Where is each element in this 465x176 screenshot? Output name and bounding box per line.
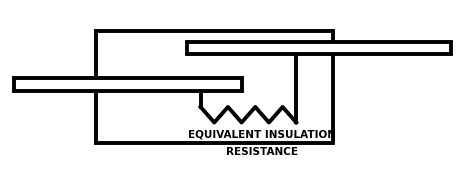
Bar <box>96 31 333 143</box>
Text: EQUIVALENT INSULATION: EQUIVALENT INSULATION <box>188 129 336 139</box>
Bar <box>14 78 242 92</box>
Bar <box>187 42 451 54</box>
Text: RESISTANCE: RESISTANCE <box>226 147 298 157</box>
